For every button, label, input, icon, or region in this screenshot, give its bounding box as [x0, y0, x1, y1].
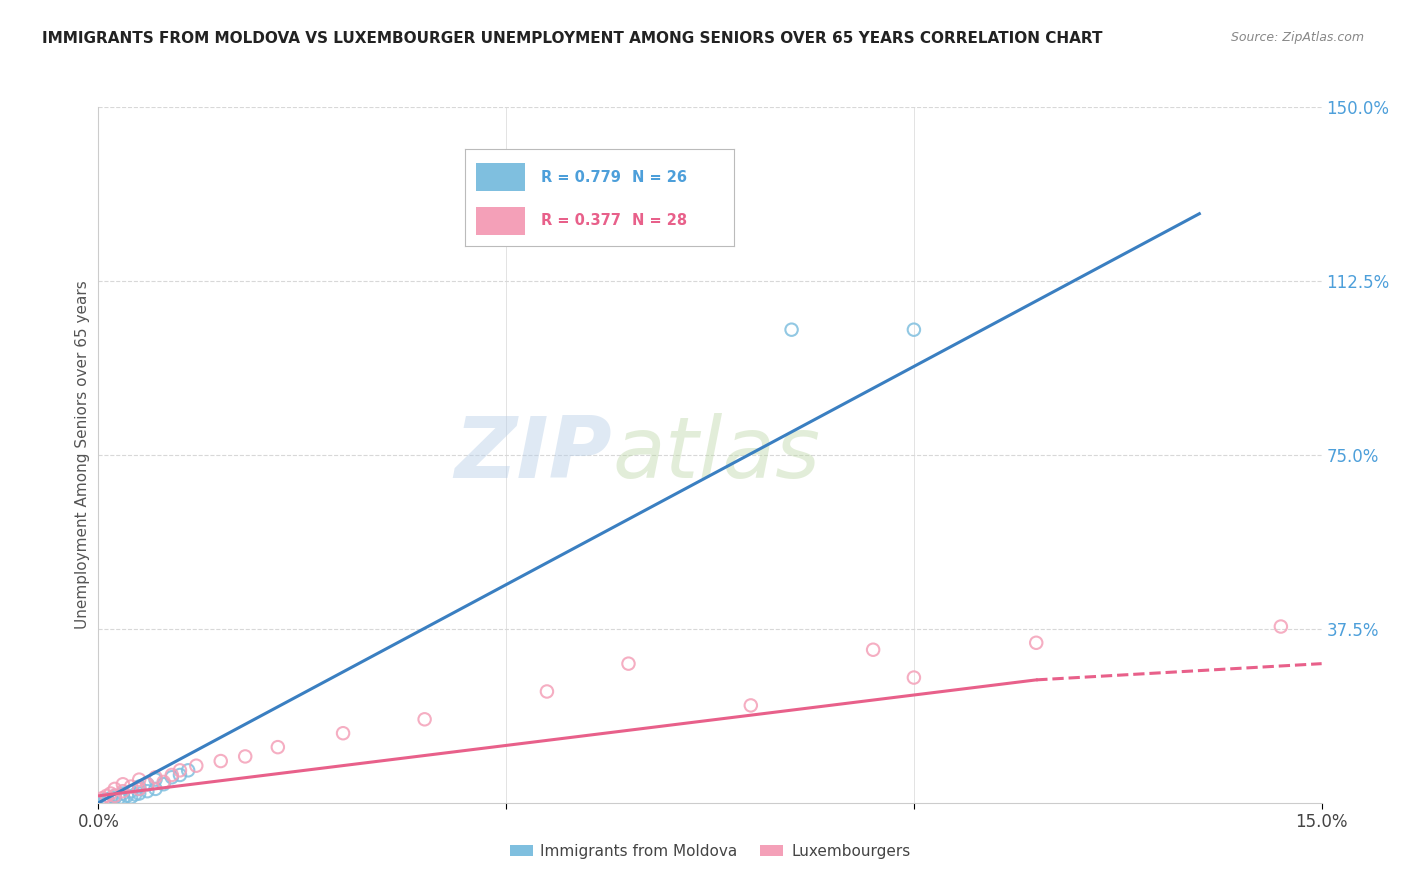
Point — [111, 792, 134, 806]
Point — [128, 787, 150, 801]
Bar — [477, 163, 524, 191]
Point — [120, 780, 142, 794]
Point — [108, 791, 131, 805]
Point — [267, 740, 290, 755]
Point — [177, 764, 200, 778]
Legend: Immigrants from Moldova, Luxembourgers: Immigrants from Moldova, Luxembourgers — [503, 838, 917, 864]
Point — [903, 323, 925, 337]
Point — [128, 781, 150, 796]
Point — [1025, 636, 1047, 650]
Point — [862, 642, 884, 657]
Point — [186, 758, 208, 772]
Text: N = 28: N = 28 — [633, 213, 688, 228]
Point — [160, 768, 183, 782]
Point — [903, 671, 925, 685]
Point — [111, 784, 134, 798]
Point — [128, 781, 150, 796]
Point — [120, 784, 142, 798]
Point — [124, 788, 146, 802]
Point — [740, 698, 762, 713]
Point — [104, 789, 127, 803]
Point — [136, 784, 159, 798]
Point — [145, 772, 167, 787]
Point — [97, 793, 120, 807]
Point — [169, 768, 191, 782]
Text: IMMIGRANTS FROM MOLDOVA VS LUXEMBOURGER UNEMPLOYMENT AMONG SENIORS OVER 65 YEARS: IMMIGRANTS FROM MOLDOVA VS LUXEMBOURGER … — [42, 31, 1102, 46]
Point — [136, 777, 159, 791]
Point — [413, 712, 436, 726]
Point — [136, 777, 159, 791]
Point — [145, 781, 167, 796]
Point — [94, 793, 117, 807]
Point — [100, 787, 122, 801]
Point — [128, 772, 150, 787]
Point — [120, 790, 142, 805]
Point — [160, 770, 183, 784]
Point — [233, 749, 256, 764]
Point — [780, 323, 803, 337]
Point — [332, 726, 354, 740]
Bar — [477, 207, 524, 235]
Text: ZIP: ZIP — [454, 413, 612, 497]
Point — [111, 777, 134, 791]
Point — [152, 775, 174, 789]
Point — [115, 789, 138, 803]
Text: atlas: atlas — [612, 413, 820, 497]
Point — [209, 754, 232, 768]
Point — [169, 764, 191, 778]
Point — [145, 770, 167, 784]
Point — [96, 792, 118, 806]
Point — [128, 780, 150, 794]
Point — [100, 791, 122, 805]
Point — [91, 791, 114, 805]
Text: R = 0.377: R = 0.377 — [541, 213, 620, 228]
Y-axis label: Unemployment Among Seniors over 65 years: Unemployment Among Seniors over 65 years — [75, 281, 90, 629]
Point — [536, 684, 558, 698]
Point — [152, 777, 174, 791]
Point — [1270, 619, 1292, 633]
Text: N = 26: N = 26 — [633, 169, 688, 185]
Text: R = 0.779: R = 0.779 — [541, 169, 620, 185]
Point — [104, 791, 127, 805]
Text: Source: ZipAtlas.com: Source: ZipAtlas.com — [1230, 31, 1364, 45]
Point — [96, 789, 118, 803]
Point — [617, 657, 640, 671]
Point — [111, 787, 134, 801]
Point — [104, 789, 127, 803]
Point — [104, 781, 127, 796]
